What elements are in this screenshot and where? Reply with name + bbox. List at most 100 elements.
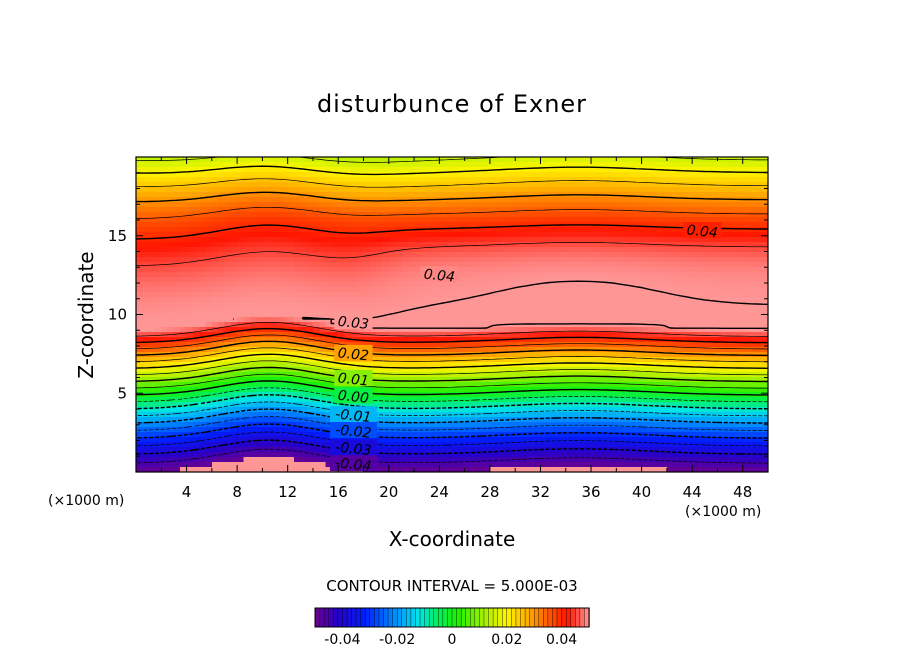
contour-cell: [591, 417, 598, 423]
contour-cell: [224, 387, 232, 393]
contour-cell: [470, 347, 478, 353]
contour-cell: [357, 257, 365, 263]
contour-cell: [540, 422, 548, 428]
contour-cell: [477, 282, 485, 288]
contour-cell: [142, 432, 150, 438]
contour-cell: [610, 342, 617, 348]
contour-cell: [331, 257, 339, 263]
contour-cell: [540, 417, 548, 423]
contour-cell: [300, 387, 308, 393]
contour-cell: [224, 322, 232, 328]
contour-cell: [224, 282, 232, 288]
contour-cell: [622, 207, 630, 213]
contour-cell: [167, 317, 175, 323]
contour-cell: [622, 377, 630, 383]
contour-cell: [325, 202, 333, 208]
contour-cell: [256, 217, 263, 223]
contour-cell: [439, 192, 447, 198]
contour-cell: [483, 172, 491, 178]
contour-cell: [275, 332, 282, 338]
contour-cell: [610, 302, 617, 308]
contour-cell: [597, 267, 605, 273]
contour-cell: [344, 202, 352, 208]
contour-cell: [199, 367, 207, 373]
contour-cell: [312, 342, 320, 348]
contour-cell: [173, 267, 181, 273]
contour-cell: [603, 422, 611, 428]
contour-cell: [230, 347, 238, 353]
contour-cell: [578, 322, 586, 328]
contour-cell: [237, 227, 245, 233]
contour-cell: [572, 452, 579, 458]
contour-cell: [496, 162, 504, 168]
contour-cell: [502, 402, 510, 408]
contour-cell: [312, 352, 320, 358]
contour-cell: [262, 217, 270, 223]
contour-cell: [591, 447, 598, 453]
contour-cell: [578, 197, 586, 203]
contour-cell: [350, 252, 358, 258]
contour-cell: [186, 327, 194, 333]
contour-cell: [610, 157, 617, 163]
contour-cell: [357, 157, 365, 163]
contour-cell: [540, 412, 548, 418]
contour-cell: [572, 422, 579, 428]
contour-cell: [275, 227, 282, 233]
contour-cell: [199, 262, 207, 268]
contour-cell: [622, 262, 630, 268]
contour-cell: [433, 252, 440, 258]
contour-cell: [565, 237, 573, 243]
contour-cell: [142, 252, 150, 258]
contour-cell: [338, 342, 346, 348]
contour-cell: [369, 372, 377, 378]
contour-cell: [483, 467, 491, 472]
contour-cell: [262, 172, 270, 178]
contour-cell: [603, 457, 611, 463]
contour-cell: [306, 452, 314, 458]
contour-cell: [597, 297, 605, 303]
contour-cell: [584, 442, 592, 448]
contour-cell: [243, 397, 251, 403]
contour-cell: [470, 317, 478, 323]
contour-cell: [426, 407, 434, 413]
contour-cell: [275, 397, 282, 403]
contour-cell: [167, 367, 175, 373]
contour-cell: [616, 287, 624, 293]
contour-cell: [262, 187, 270, 193]
contour-cell: [161, 367, 169, 373]
contour-cell: [591, 397, 598, 403]
contour-cell: [218, 327, 226, 333]
contour-cell: [205, 347, 213, 353]
contour-cell: [527, 367, 535, 373]
contour-cell: [186, 422, 194, 428]
contour-cell: [521, 397, 529, 403]
contour-cell: [527, 307, 535, 313]
contour-cell: [376, 207, 384, 213]
contour-cell: [154, 162, 162, 168]
contour-cell: [420, 187, 428, 193]
contour-cell: [464, 322, 472, 328]
contour-cell: [211, 342, 219, 348]
contour-cell: [420, 362, 428, 368]
contour-cell: [167, 402, 175, 408]
contour-cell: [597, 177, 605, 183]
contour-cell: [230, 277, 238, 283]
contour-cell: [173, 467, 181, 472]
contour-cell: [597, 237, 605, 243]
contour-cell: [603, 247, 611, 253]
contour-cell: [224, 452, 232, 458]
contour-cell: [357, 237, 365, 243]
contour-cell: [306, 232, 314, 238]
contour-cell: [243, 267, 251, 273]
contour-cell: [521, 222, 529, 228]
contour-cell: [262, 442, 270, 448]
contour-cell: [610, 257, 617, 263]
contour-cell: [186, 427, 194, 433]
contour-cell: [256, 332, 263, 338]
contour-cell: [496, 377, 504, 383]
contour-cell: [312, 242, 320, 248]
contour-cell: [515, 187, 523, 193]
contour-cell: [540, 262, 548, 268]
contour-cell: [388, 277, 396, 283]
contour-cell: [199, 187, 207, 193]
